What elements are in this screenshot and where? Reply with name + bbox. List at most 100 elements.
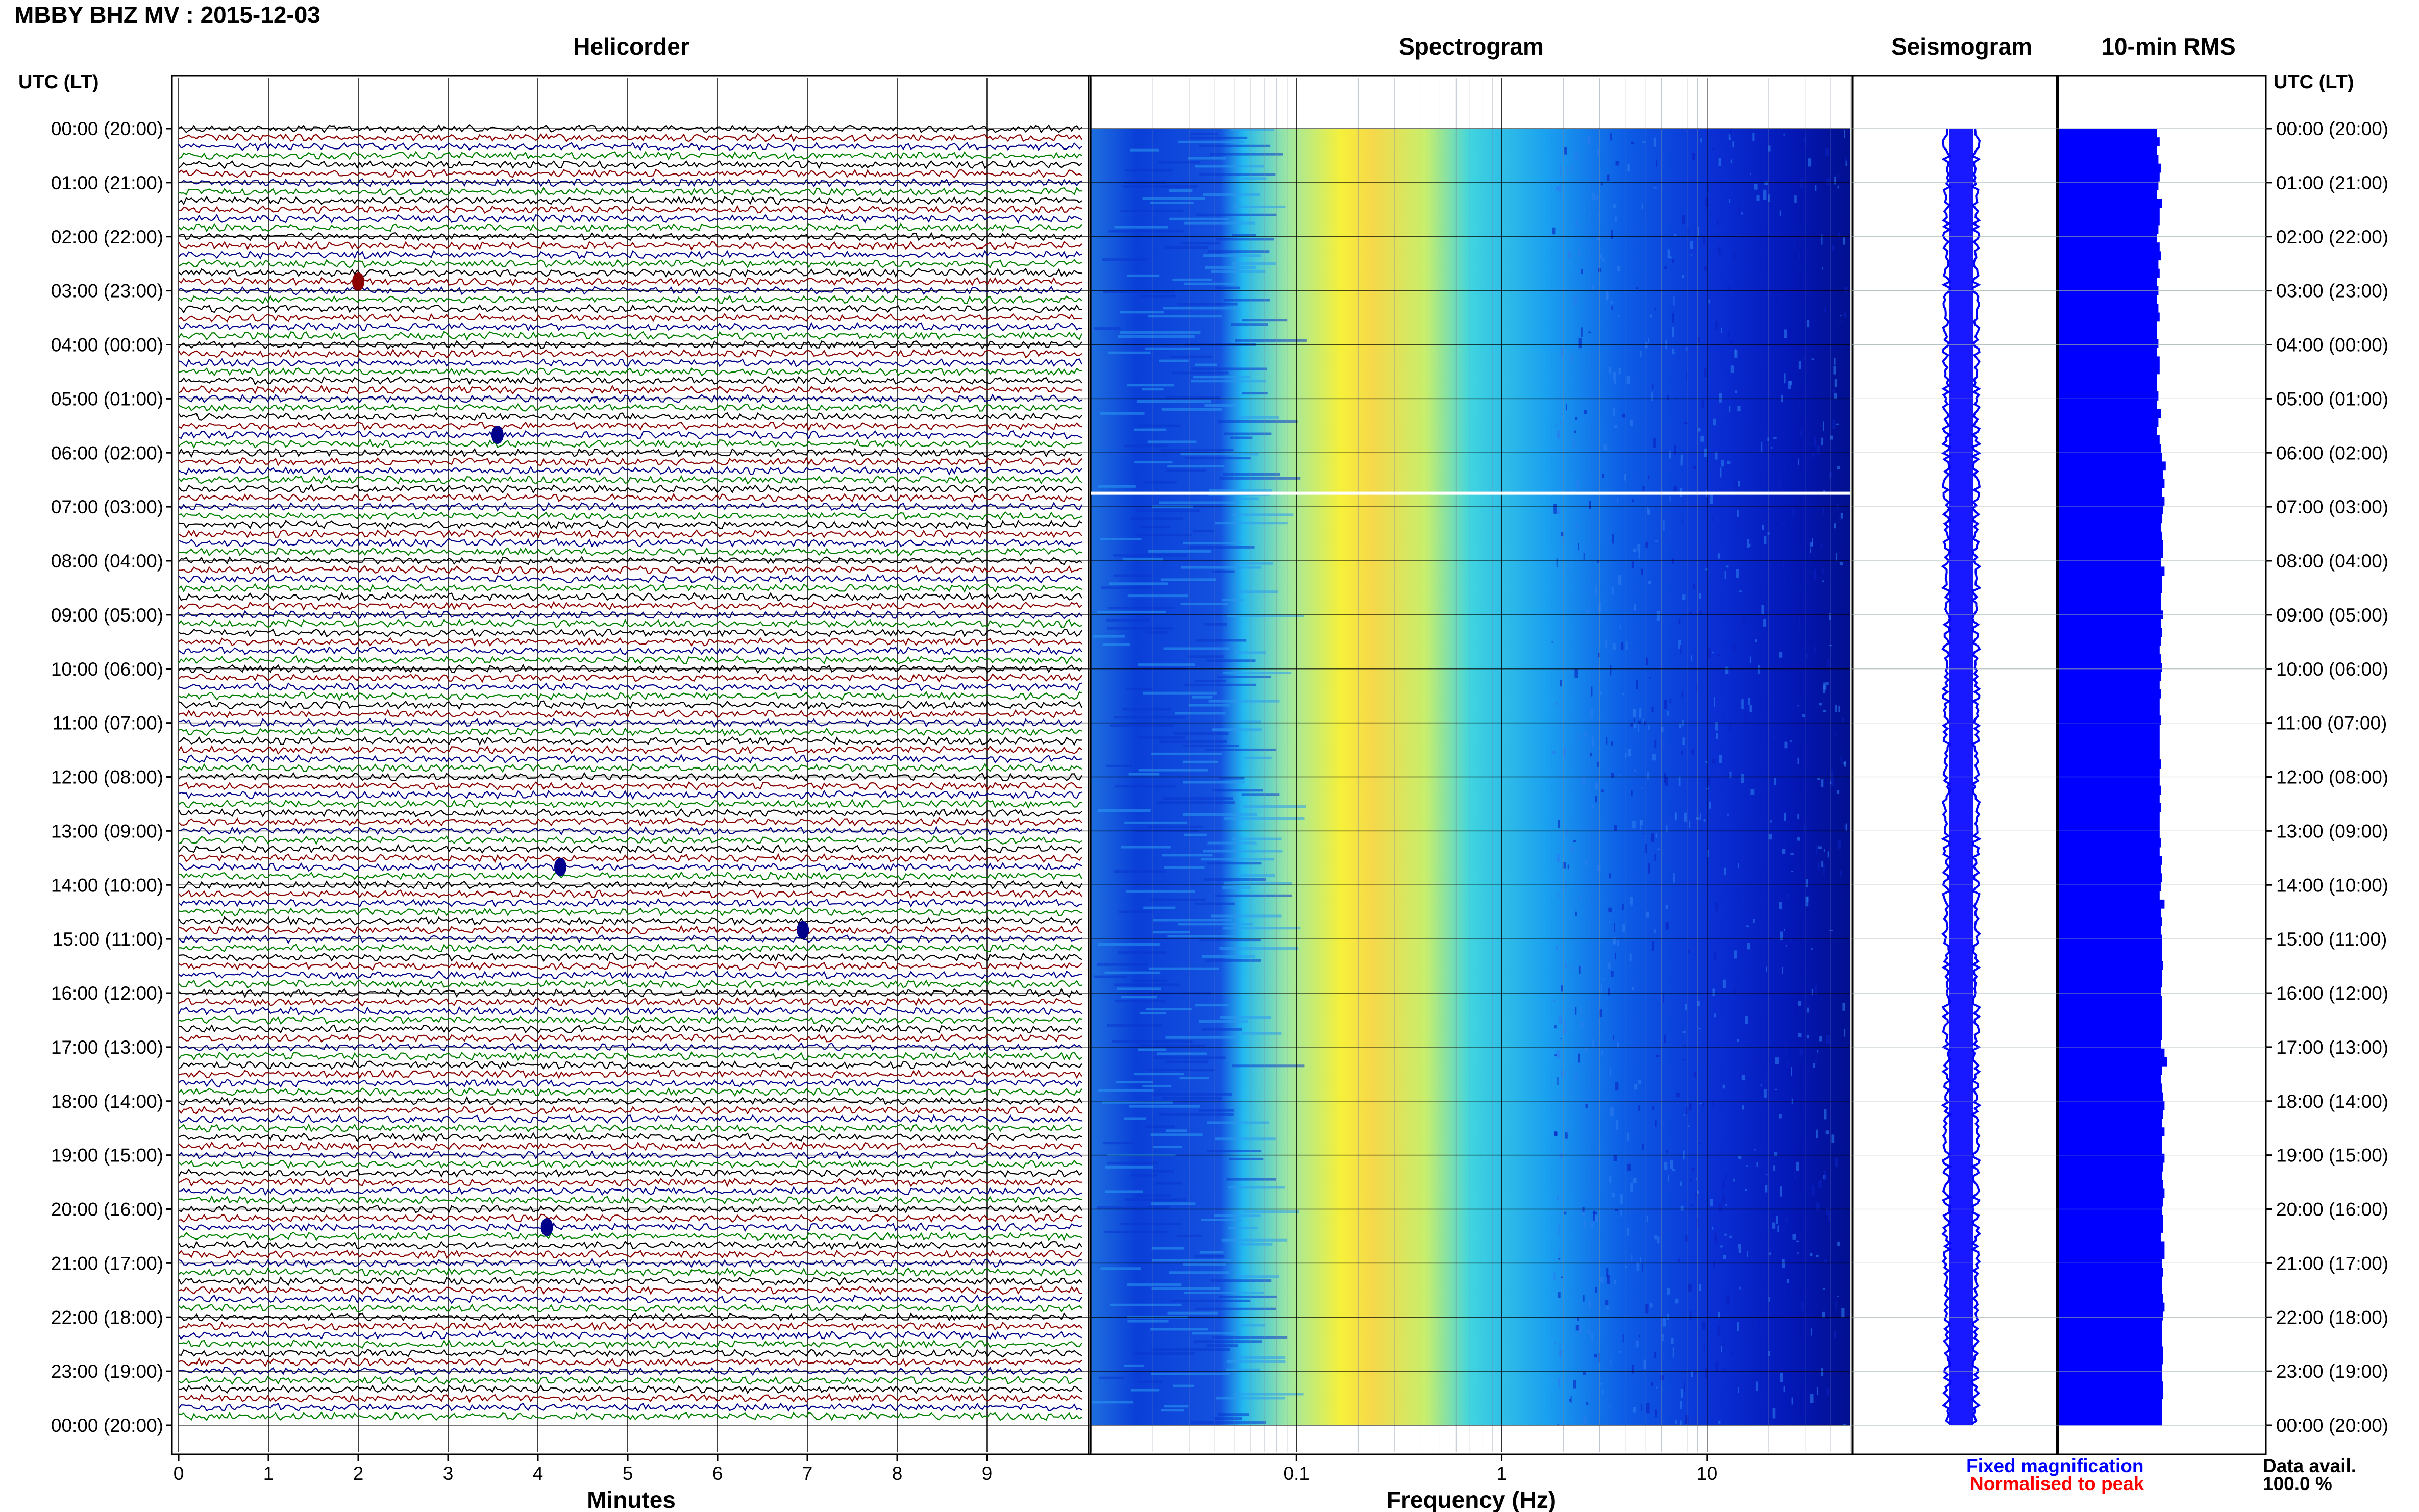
rms-bar <box>2059 847 2160 856</box>
spectrogram-streak <box>1234 651 1266 654</box>
spectrogram-speck <box>1811 358 1815 360</box>
helicorder-trace <box>178 556 1082 565</box>
spectrogram-streak <box>1157 801 1235 804</box>
rms-bar <box>2059 137 2160 146</box>
spectrogram-speck <box>1763 189 1767 200</box>
spectrogram-speck <box>1845 823 1847 831</box>
spectrogram-speck <box>1702 1321 1706 1330</box>
spectrogram-streak <box>1130 148 1159 152</box>
spectrogram-speck <box>1630 897 1633 905</box>
helicorder-trace <box>178 430 1082 440</box>
spectrogram-speck <box>1660 1375 1664 1380</box>
spectrogram-speck <box>1670 1160 1673 1169</box>
spectrogram-streak <box>1148 1069 1215 1072</box>
spectrogram-streak <box>1115 1081 1154 1084</box>
rms-bar <box>2059 584 2162 593</box>
spectrogram-speck <box>1576 524 1579 529</box>
helicorder-trace <box>178 321 1082 332</box>
spectrogram-streak <box>1224 882 1292 885</box>
spectrogram-speck <box>1749 1335 1751 1340</box>
spectrogram-speck <box>1807 1007 1809 1013</box>
spectrogram-speck <box>1733 988 1736 995</box>
spectrogram-streak <box>1167 935 1235 938</box>
rms-bar <box>2059 680 2160 690</box>
spectrogram-speck <box>1595 1215 1598 1222</box>
rms-bar <box>2059 1109 2163 1119</box>
spectrogram-speck <box>1710 214 1711 217</box>
spectrogram-speck <box>1787 894 1790 899</box>
helicorder-trace <box>178 1078 1082 1088</box>
rms-bar <box>2059 295 2157 304</box>
spectrogram-speck <box>1642 718 1644 723</box>
spectrogram-speck <box>1683 1371 1685 1373</box>
spectrogram-speck <box>1779 1114 1782 1119</box>
spectrogram-speck <box>1552 227 1556 235</box>
spectrogram-speck <box>1738 204 1740 214</box>
spectrogram-speck <box>1639 1335 1641 1338</box>
spectrogram-speck <box>1724 867 1726 876</box>
spectrogram-speck <box>1627 1163 1631 1171</box>
spectrogram-speck <box>1732 644 1736 651</box>
spectrogram-speck <box>1616 498 1618 503</box>
spectrogram-speck <box>1803 138 1805 141</box>
spectrogram-speck <box>1701 400 1704 409</box>
spectrogram-speck <box>1841 320 1843 321</box>
rms-panel <box>2057 75 2267 1455</box>
helicorder-trace <box>178 1168 1082 1178</box>
spectrogram-speck <box>1655 833 1657 838</box>
spectrogram-streak <box>1106 618 1150 622</box>
spectrogram-speck <box>1625 753 1627 758</box>
spectrogram-speck <box>1743 827 1744 834</box>
spectrogram-streak <box>1189 132 1218 135</box>
spectrogram-speck <box>1611 586 1614 595</box>
spectrogram-streak <box>1167 1311 1218 1315</box>
spectrogram-speck <box>1556 1196 1559 1201</box>
spectrogram-speck <box>1827 919 1829 921</box>
spectrogram-speck <box>1834 358 1836 366</box>
rms-bar <box>2059 207 2160 217</box>
spectrogram-speck <box>1632 499 1634 503</box>
spectrogram-speck <box>1680 1181 1682 1186</box>
spectrogram-speck <box>1756 195 1760 201</box>
spectrogram-speck <box>1834 379 1837 387</box>
helicorder-trace <box>178 1069 1082 1079</box>
spectrogram-speck <box>1565 881 1566 891</box>
helicorder-trace <box>178 610 1082 620</box>
spectrogram-speck <box>1761 605 1764 614</box>
spectrogram-speck <box>1680 1205 1684 1211</box>
spectrogram-streak <box>1139 1044 1206 1047</box>
spectrogram-speck <box>1705 1368 1708 1378</box>
spectrogram-speck <box>1614 380 1616 385</box>
spectrogram-speck <box>1648 581 1652 585</box>
spectrogram-speck <box>1737 1039 1740 1042</box>
spectrogram-speck <box>1669 256 1672 259</box>
spectrogram-speck <box>1632 987 1634 991</box>
spectrogram-speck <box>1721 1346 1722 1352</box>
spectrogram-streak <box>1211 270 1266 273</box>
spectrogram-speck <box>1606 1306 1609 1310</box>
spectrogram-streak <box>1143 906 1176 909</box>
spectrogram-speck <box>1835 733 1837 737</box>
spectrogram-speck <box>1611 971 1614 977</box>
spectrogram-speck <box>1812 1185 1815 1196</box>
spectrogram-streak <box>1163 307 1237 310</box>
rms-bar <box>2059 864 2161 874</box>
spectrogram-speck <box>1790 853 1794 855</box>
spectrogram-streak <box>1207 841 1257 845</box>
spectrogram-speck <box>1699 593 1701 599</box>
time-label-right: 04:00 (00:00) <box>2276 335 2388 356</box>
time-label-left: 09:00 (05:00) <box>51 605 163 626</box>
spectrogram-speck <box>1603 444 1607 451</box>
spectrogram-speck <box>1705 568 1708 571</box>
spectrogram-speck <box>1641 1404 1642 1411</box>
spectrogram-speck <box>1655 540 1658 542</box>
spectrogram-speck <box>1760 1084 1762 1087</box>
time-label-left: 04:00 (00:00) <box>51 335 163 356</box>
spectrogram-speck <box>1693 584 1695 589</box>
spectrogram-speck <box>1559 185 1561 193</box>
spectrogram-speck <box>1692 153 1695 160</box>
spectrogram-speck <box>1652 754 1656 761</box>
spectrogram-speck <box>1826 1207 1830 1216</box>
helicorder-trace <box>178 142 1082 152</box>
helicorder-trace <box>178 1195 1082 1205</box>
